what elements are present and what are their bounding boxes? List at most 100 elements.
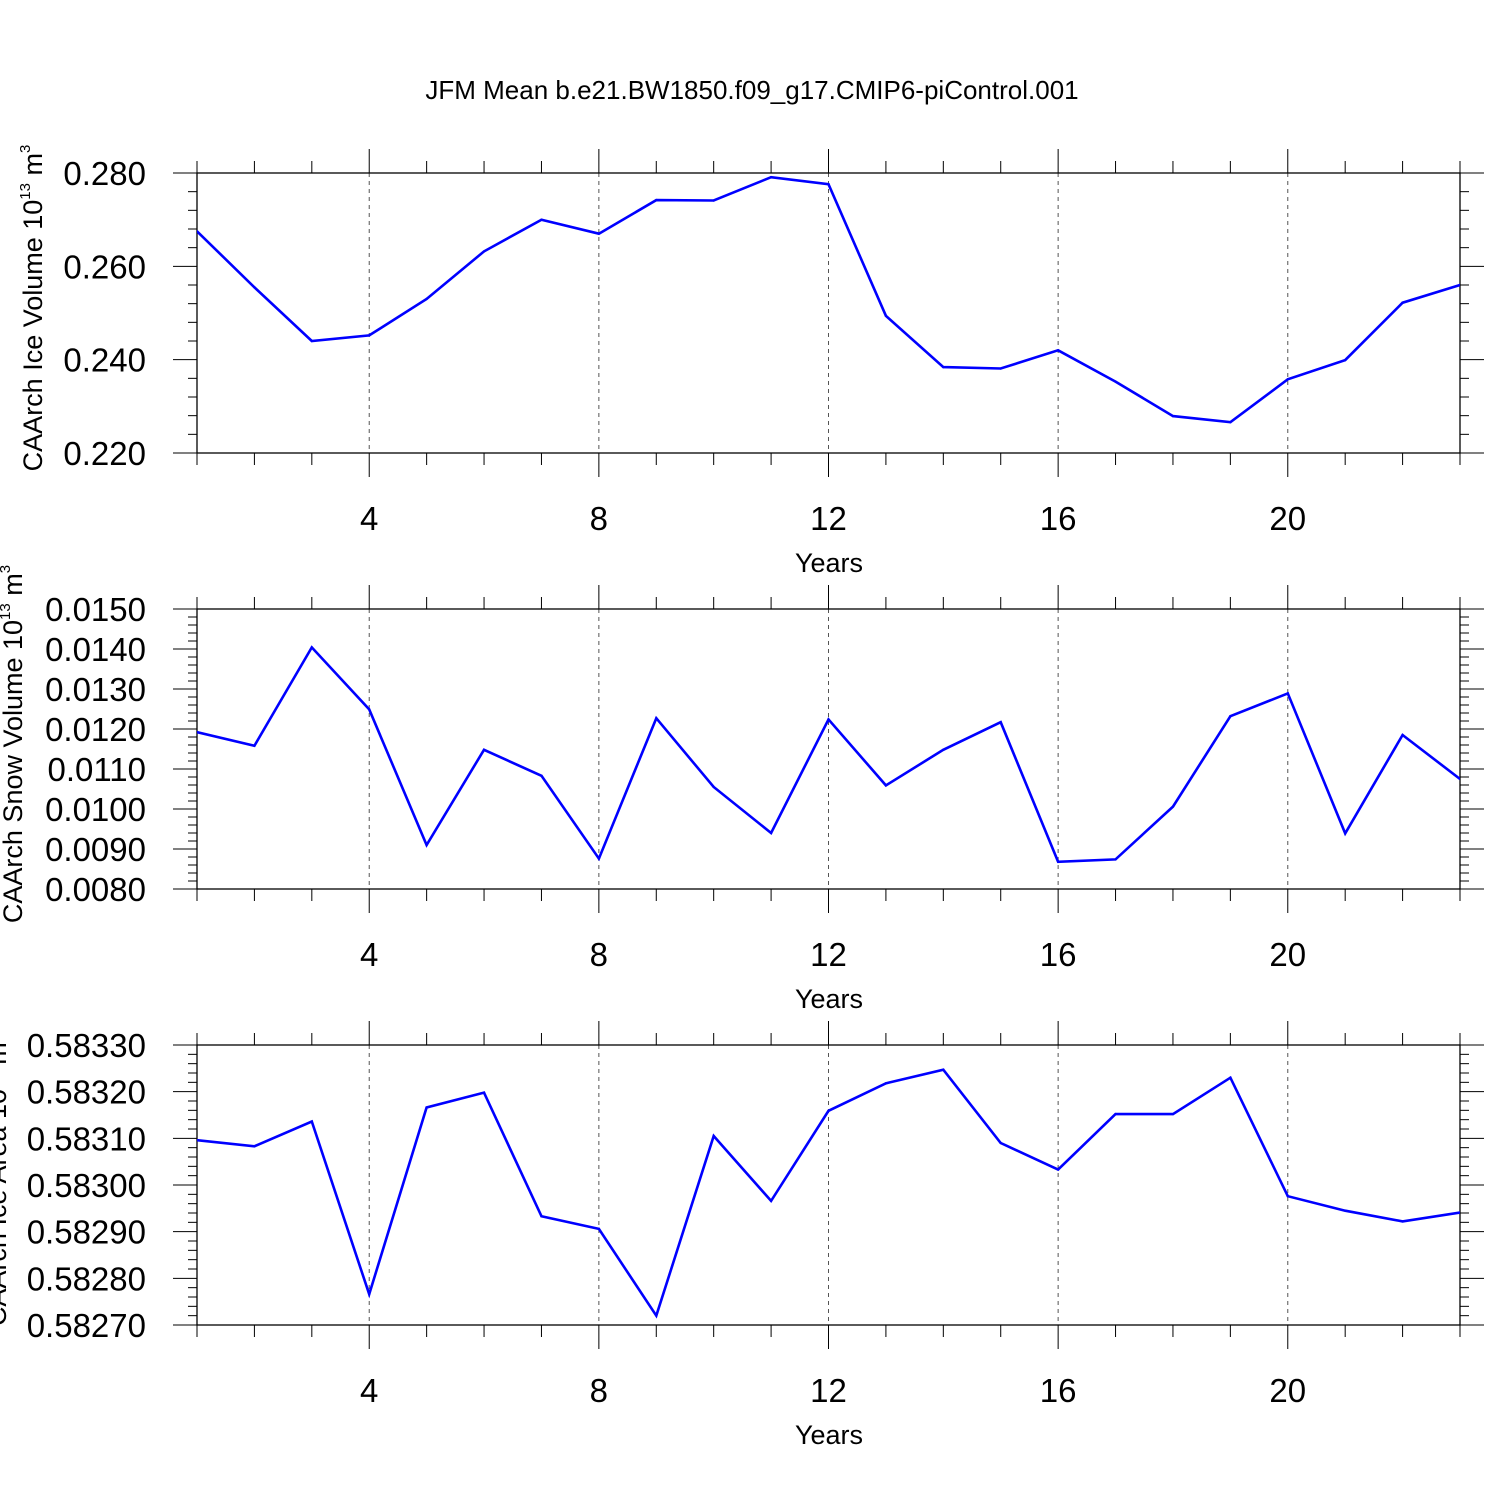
y-axis-label-unit-exponent: 3 [0, 565, 14, 573]
x-tick-label: 4 [360, 1372, 378, 1409]
data-point [884, 314, 888, 317]
y-axis-label-text: CAArch Ice Volume 10 [18, 200, 48, 472]
data-point [1286, 1195, 1289, 1198]
y-tick-label: 0.0080 [45, 871, 146, 908]
data-point [1343, 358, 1347, 362]
data-point [884, 784, 888, 787]
data-point [368, 1293, 371, 1296]
data-point [1114, 380, 1117, 383]
y-axis-label-text: CAArch Ice Area 10 [0, 1089, 12, 1326]
y-tick-label: 0.0150 [45, 591, 146, 628]
y-tick-label: 0.0140 [45, 631, 146, 668]
data-point [827, 718, 830, 721]
data-point [425, 297, 428, 301]
y-tick-label: 0.58330 [27, 1027, 146, 1064]
x-axis-label: Years [795, 1420, 863, 1450]
data-point [597, 857, 601, 860]
x-tick-label: 16 [1040, 936, 1077, 973]
data-point [1056, 860, 1060, 863]
y-tick-label: 0.0110 [48, 751, 146, 788]
y-axis-label-unit-exponent: 3 [17, 145, 34, 153]
y-axis-label-exponent: 13 [17, 183, 34, 200]
data-point [655, 1314, 658, 1317]
y-axis-label: CAArch Snow Volume 1013 m3 [0, 565, 28, 923]
data-point [1458, 777, 1460, 781]
x-tick-label: 8 [590, 500, 608, 537]
data-point [1114, 1112, 1117, 1116]
data-point [1286, 692, 1289, 695]
y-axis-label: CAArch Ice Area 1013 m2 [0, 1034, 12, 1326]
data-point [1343, 1209, 1347, 1212]
y-tick-label: 0.220 [63, 435, 146, 472]
data-point [999, 1141, 1002, 1145]
data-point [769, 831, 773, 835]
data-point [1056, 349, 1060, 352]
y-tick-label: 0.58310 [27, 1120, 146, 1157]
x-axis-label: Years [795, 548, 863, 578]
y-axis-label-exponent: 13 [0, 603, 14, 620]
data-point [1229, 1076, 1232, 1079]
y-tick-label: 0.0100 [45, 791, 146, 828]
data-point [1401, 733, 1404, 737]
data-point [197, 731, 199, 734]
data-point [368, 334, 371, 337]
y-tick-label: 0.240 [63, 342, 146, 379]
x-tick-label: 12 [810, 500, 847, 537]
x-tick-label: 16 [1040, 500, 1077, 537]
x-tick-label: 4 [360, 936, 378, 973]
data-point [1114, 858, 1117, 861]
data-point [1229, 715, 1232, 718]
data-point [1171, 1112, 1175, 1116]
data-point [1171, 805, 1175, 808]
data-point [540, 1215, 543, 1218]
data-point [482, 1091, 486, 1094]
data-point [482, 250, 486, 253]
data-point [655, 717, 658, 720]
chart-panel: 0.220 0.240 0.260 0.280 4 8 12 16 20 Years CAArch … [17, 145, 1484, 578]
data-point [884, 1082, 888, 1085]
data-point [712, 785, 715, 789]
y-tick-label: 0.58320 [27, 1074, 146, 1111]
x-tick-label: 20 [1269, 936, 1306, 973]
y-axis-label-unit: m [18, 153, 48, 183]
x-tick-label: 12 [810, 1372, 847, 1409]
data-point [1286, 378, 1289, 381]
data-point [253, 744, 256, 747]
x-axis-label: Years [795, 984, 863, 1014]
data-point [827, 1109, 830, 1113]
y-tick-label: 0.58290 [27, 1214, 146, 1251]
data-point [655, 198, 658, 202]
y-axis-label-unit: m [0, 573, 28, 603]
chart-panel: 0.00800.00900.01000.01100.01200.01300.01… [0, 565, 1484, 1014]
data-point [597, 1227, 601, 1231]
data-point [999, 367, 1002, 370]
data-point [310, 339, 314, 343]
data-point [999, 721, 1002, 724]
y-tick-label: 0.0090 [45, 831, 146, 868]
data-point [1343, 832, 1347, 835]
data-point [1458, 1211, 1460, 1214]
x-tick-label: 4 [360, 500, 378, 537]
data-point [197, 1139, 199, 1142]
data-point [253, 1145, 256, 1148]
data-point [1229, 421, 1232, 424]
x-tick-label: 20 [1269, 500, 1306, 537]
y-axis-label: CAArch Ice Volume 1013 m3 [17, 145, 48, 472]
y-tick-label: 0.260 [63, 248, 146, 285]
figure-title: JFM Mean b.e21.BW1850.f09_g17.CMIP6-piCo… [425, 75, 1078, 105]
data-point [942, 365, 945, 369]
data-point [712, 199, 715, 202]
data-point [310, 646, 314, 649]
data-point [1056, 1168, 1060, 1171]
data-point [425, 1106, 428, 1109]
x-tick-label: 8 [590, 1372, 608, 1409]
data-point [1171, 414, 1175, 418]
data-point [1458, 283, 1460, 287]
data-point [942, 748, 945, 751]
data-point [197, 230, 199, 233]
data-point [1401, 301, 1404, 304]
x-tick-label: 8 [590, 936, 608, 973]
data-point [482, 748, 486, 751]
y-tick-label: 0.58280 [27, 1260, 146, 1297]
